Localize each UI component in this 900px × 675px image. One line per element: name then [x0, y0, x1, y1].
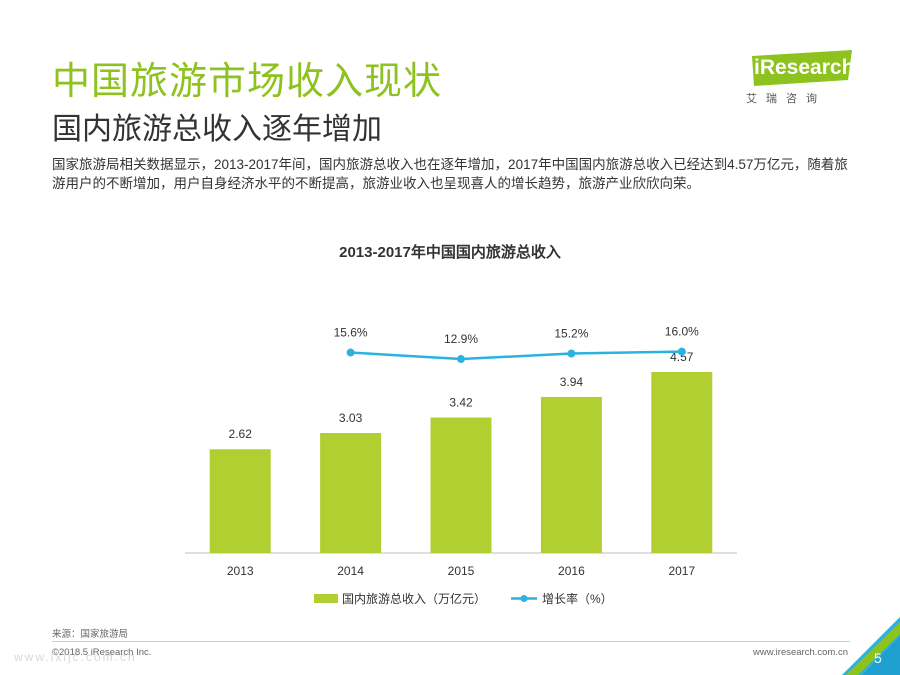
iresearch-logo: iResearch 艾瑞咨询: [742, 46, 862, 106]
bar-label-2013: 2.62: [229, 427, 253, 441]
bar-2013: [209, 449, 271, 553]
watermark: www.ixijc.com.cn: [14, 650, 137, 664]
legend-line-marker: [520, 595, 528, 602]
x-tick-2016: 2016: [558, 564, 585, 578]
x-tick-2017: 2017: [668, 564, 695, 578]
chart-title: 2013-2017年中国国内旅游总收入: [339, 243, 561, 261]
chart: 2013-2017年中国国内旅游总收入 2.62 2013 3.03 2014 3.42 2…: [185, 243, 737, 606]
footer-divider: [52, 641, 850, 642]
bar-label-2014: 3.03: [339, 411, 363, 425]
legend-line-label: 增长率（%）: [542, 591, 613, 606]
growth-line: [350, 350, 682, 361]
logo-subtext: 艾瑞咨询: [746, 93, 826, 105]
x-tick-2014: 2014: [337, 564, 364, 578]
source-note: 来源：国家旅游局: [52, 629, 129, 640]
growth-point-2017: [677, 347, 686, 356]
growth-point-2014: [346, 348, 355, 357]
copyright: ©2018.5 iResearch Inc.: [52, 647, 152, 658]
logo-text: iResearch: [754, 56, 855, 79]
page-number: 5: [874, 650, 882, 666]
page-subtitle: 国内旅游总收入逐年增加: [52, 113, 382, 146]
growth-label-2015: 12.9%: [444, 332, 478, 346]
bar-label-2017: 4.57: [670, 350, 694, 364]
growth-label-2014: 15.6%: [334, 326, 368, 340]
growth-label-2017: 16.0%: [665, 325, 699, 339]
legend-bar-swatch: [314, 594, 338, 603]
legend-bar-label: 国内旅游总收入（万亿元）: [342, 591, 486, 606]
page-description: 国家旅游局相关数据显示，2013-2017年间，国内旅游总收入也在逐年增加，20…: [52, 157, 848, 191]
bar-2017: [651, 372, 713, 553]
website-link[interactable]: www.iresearch.com.cn: [752, 647, 848, 658]
x-tick-2015: 2015: [448, 564, 475, 578]
bar-2016: [540, 396, 602, 553]
bar-2014: [320, 432, 382, 553]
page-title: 中国旅游市场收入现状: [52, 61, 443, 103]
bar-label-2015: 3.42: [449, 396, 473, 410]
logo-badge-icon: [752, 50, 852, 86]
growth-point-2016: [567, 349, 576, 358]
bar-label-2016: 3.94: [560, 375, 584, 389]
growth-point-2015: [457, 355, 465, 364]
bar-2015: [430, 417, 492, 553]
x-tick-2013: 2013: [227, 564, 254, 578]
growth-label-2016: 15.2%: [554, 327, 588, 341]
